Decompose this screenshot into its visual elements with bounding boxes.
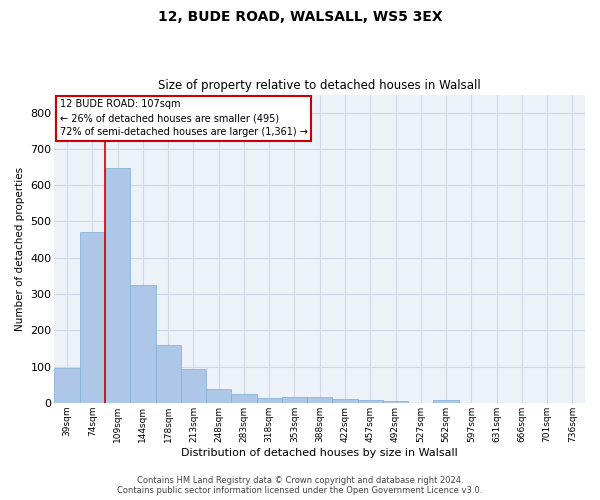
Bar (232, 394, 257, 403)
Bar (358, 400, 383, 403)
Bar (181, 370, 206, 403)
Bar (307, 398, 332, 403)
Bar (155, 346, 181, 403)
Bar (332, 399, 358, 403)
Title: Size of property relative to detached houses in Walsall: Size of property relative to detached ho… (158, 79, 481, 92)
Text: 12, BUDE ROAD, WALSALL, WS5 3EX: 12, BUDE ROAD, WALSALL, WS5 3EX (158, 10, 442, 24)
Text: 12 BUDE ROAD: 107sqm
← 26% of detached houses are smaller (495)
72% of semi-deta: 12 BUDE ROAD: 107sqm ← 26% of detached h… (60, 99, 308, 137)
X-axis label: Distribution of detached houses by size in Walsall: Distribution of detached houses by size … (181, 448, 458, 458)
Bar (433, 400, 458, 403)
Bar (282, 398, 307, 403)
Y-axis label: Number of detached properties: Number of detached properties (15, 166, 25, 330)
Bar (105, 168, 130, 403)
Bar (55, 368, 80, 403)
Bar (130, 285, 155, 403)
Bar (80, 232, 105, 403)
Text: Contains HM Land Registry data © Crown copyright and database right 2024.
Contai: Contains HM Land Registry data © Crown c… (118, 476, 482, 495)
Bar (206, 389, 232, 403)
Bar (257, 398, 282, 403)
Bar (383, 401, 408, 403)
